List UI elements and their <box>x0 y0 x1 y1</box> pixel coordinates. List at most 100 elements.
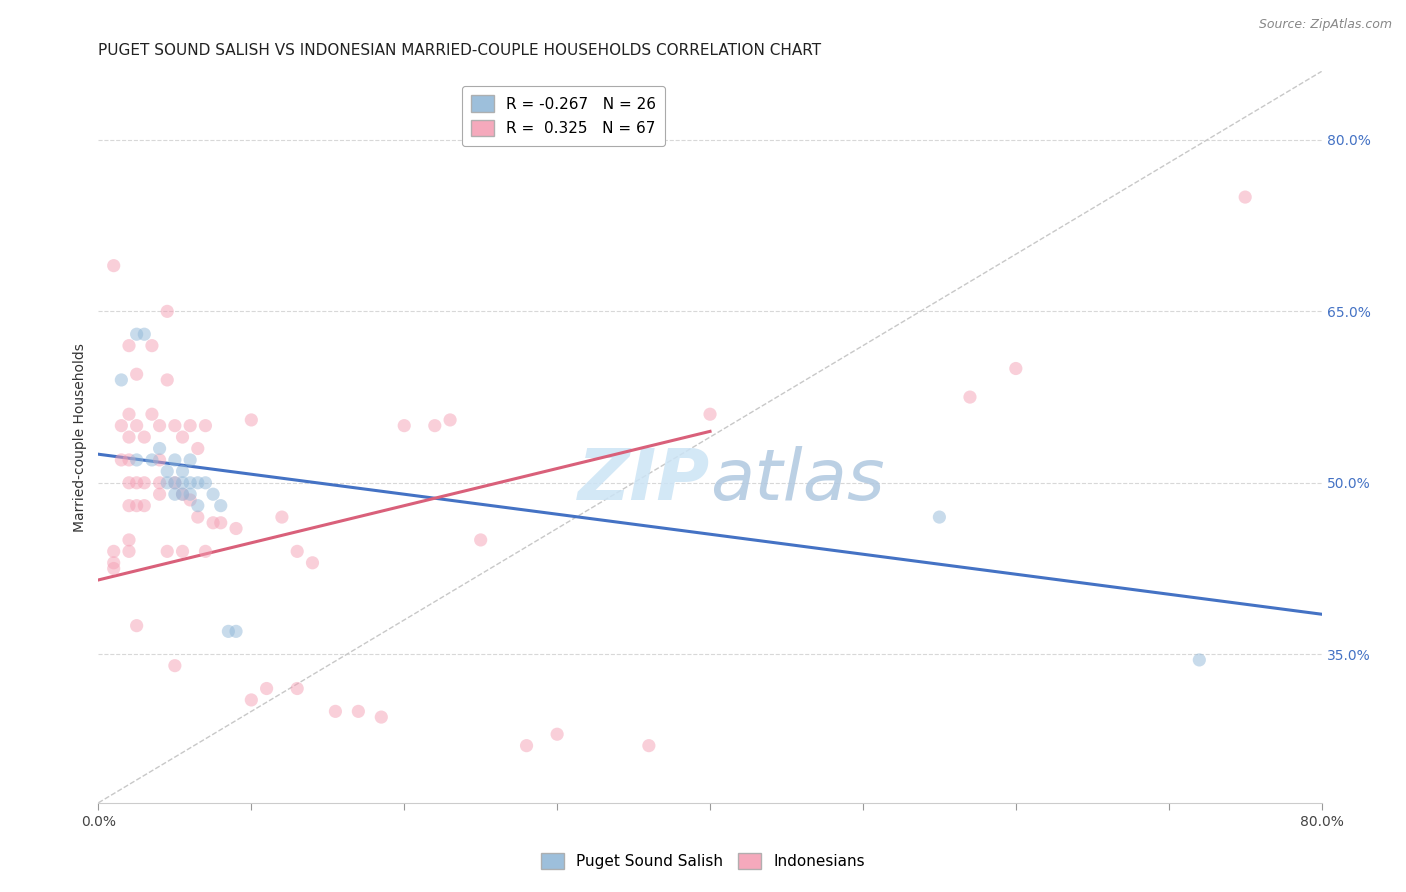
Point <box>1004 361 1026 376</box>
Point <box>110 453 132 467</box>
Point <box>256 681 278 696</box>
Point <box>179 418 201 433</box>
Point <box>423 418 446 433</box>
Point <box>125 453 148 467</box>
Legend: R = -0.267   N = 26, R =  0.325   N = 67: R = -0.267 N = 26, R = 0.325 N = 67 <box>461 87 665 145</box>
Point <box>187 442 209 456</box>
Point <box>179 487 201 501</box>
Text: Source: ZipAtlas.com: Source: ZipAtlas.com <box>1258 18 1392 31</box>
Point <box>125 499 148 513</box>
Point <box>163 475 186 490</box>
Point <box>194 475 217 490</box>
Point <box>172 430 194 444</box>
Point <box>163 487 186 501</box>
Point <box>134 430 156 444</box>
Point <box>172 487 194 501</box>
Y-axis label: Married-couple Households: Married-couple Households <box>73 343 87 532</box>
Point <box>149 487 172 501</box>
Point <box>325 704 347 718</box>
Point <box>141 453 163 467</box>
Point <box>156 475 179 490</box>
Point <box>179 492 201 507</box>
Point <box>125 368 148 382</box>
Point <box>125 618 148 632</box>
Point <box>118 430 141 444</box>
Point <box>470 533 492 547</box>
Point <box>370 710 392 724</box>
Point <box>134 499 156 513</box>
Point <box>1234 190 1257 204</box>
Point <box>110 373 132 387</box>
Point <box>187 499 209 513</box>
Point <box>118 453 141 467</box>
Point <box>103 561 125 575</box>
Point <box>217 624 239 639</box>
Legend: Puget Sound Salish, Indonesians: Puget Sound Salish, Indonesians <box>534 847 872 875</box>
Point <box>637 739 661 753</box>
Point <box>1188 653 1211 667</box>
Point <box>118 407 141 421</box>
Point <box>270 510 292 524</box>
Point <box>156 464 179 478</box>
Point <box>118 533 141 547</box>
Point <box>187 475 209 490</box>
Point <box>240 413 263 427</box>
Point <box>103 259 125 273</box>
Point <box>209 516 232 530</box>
Point <box>163 418 186 433</box>
Point <box>163 453 186 467</box>
Point <box>125 475 148 490</box>
Point <box>125 327 148 342</box>
Point <box>928 510 950 524</box>
Point <box>149 453 172 467</box>
Point <box>439 413 461 427</box>
Text: ZIP: ZIP <box>578 447 710 516</box>
Point <box>187 510 209 524</box>
Point <box>225 521 247 535</box>
Point <box>194 418 217 433</box>
Point <box>118 499 141 513</box>
Point <box>172 475 194 490</box>
Point <box>149 475 172 490</box>
Point <box>194 544 217 558</box>
Point <box>179 475 201 490</box>
Point <box>141 407 163 421</box>
Point <box>172 544 194 558</box>
Point <box>347 704 370 718</box>
Point <box>134 475 156 490</box>
Point <box>699 407 721 421</box>
Point <box>103 556 125 570</box>
Text: atlas: atlas <box>710 447 884 516</box>
Point <box>141 338 163 352</box>
Point <box>134 327 156 342</box>
Point <box>118 338 141 352</box>
Point <box>516 739 538 753</box>
Point <box>163 475 186 490</box>
Point <box>959 390 981 404</box>
Point <box>156 373 179 387</box>
Point <box>156 304 179 318</box>
Point <box>285 681 308 696</box>
Point <box>392 418 416 433</box>
Point <box>202 487 225 501</box>
Point <box>149 442 172 456</box>
Point <box>202 516 225 530</box>
Point <box>125 418 148 433</box>
Point <box>118 544 141 558</box>
Point <box>110 418 132 433</box>
Point <box>301 556 323 570</box>
Point <box>546 727 568 741</box>
Point <box>118 475 141 490</box>
Point <box>285 544 308 558</box>
Point <box>225 624 247 639</box>
Point <box>209 499 232 513</box>
Point <box>163 658 186 673</box>
Point <box>156 544 179 558</box>
Point <box>149 418 172 433</box>
Point <box>172 464 194 478</box>
Point <box>179 453 201 467</box>
Point <box>240 693 263 707</box>
Point <box>103 544 125 558</box>
Text: PUGET SOUND SALISH VS INDONESIAN MARRIED-COUPLE HOUSEHOLDS CORRELATION CHART: PUGET SOUND SALISH VS INDONESIAN MARRIED… <box>98 43 821 58</box>
Point <box>172 487 194 501</box>
